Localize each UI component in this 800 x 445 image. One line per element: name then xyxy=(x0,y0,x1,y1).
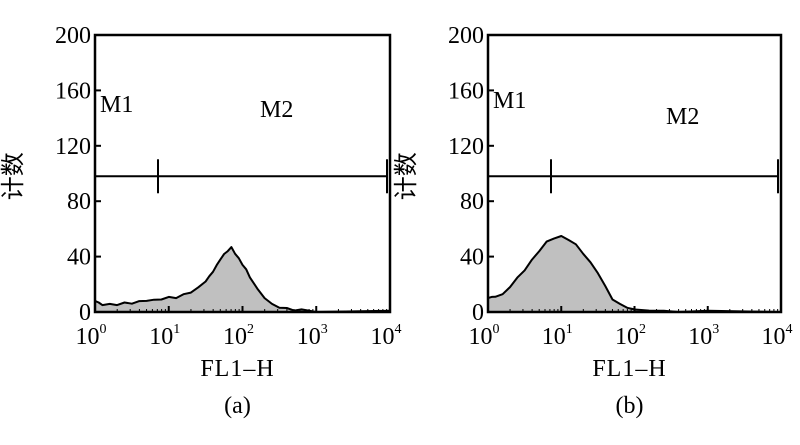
x-tick-base: 10 xyxy=(688,324,712,350)
y-tick-label: 120 xyxy=(448,134,484,160)
y-tick-label: 160 xyxy=(55,78,91,104)
y-tick-label: 120 xyxy=(55,134,91,160)
y-tick-label: 0 xyxy=(472,300,484,326)
x-tick-exponent: 4 xyxy=(395,322,402,337)
x-tick-base: 10 xyxy=(542,324,566,350)
x-tick-label: 102 xyxy=(223,322,254,350)
x-tick-exponent: 1 xyxy=(566,322,573,337)
x-tick-base: 10 xyxy=(149,324,173,350)
panel-caption: (a) xyxy=(224,393,251,419)
x-tick-exponent: 4 xyxy=(786,322,793,337)
x-tick-exponent: 3 xyxy=(321,322,328,337)
x-axis-title: FL1–H xyxy=(200,356,274,382)
x-tick-label: 101 xyxy=(542,322,573,350)
marker-label-m2: M2 xyxy=(666,104,699,130)
y-tick-label: 200 xyxy=(448,23,484,49)
x-tick-label: 103 xyxy=(297,322,328,350)
y-tick-label: 80 xyxy=(460,189,484,215)
x-tick-base: 10 xyxy=(469,324,493,350)
y-tick-label: 0 xyxy=(79,300,91,326)
x-tick-exponent: 2 xyxy=(639,322,646,337)
x-tick-exponent: 2 xyxy=(247,322,254,337)
x-tick-base: 10 xyxy=(76,324,100,350)
y-tick-label: 160 xyxy=(448,78,484,104)
x-tick-label: 103 xyxy=(688,322,719,350)
x-axis-title: FL1–H xyxy=(592,356,666,382)
x-tick-label: 102 xyxy=(615,322,646,350)
y-tick-label: 40 xyxy=(460,245,484,271)
x-tick-base: 10 xyxy=(762,324,786,350)
histogram-area xyxy=(94,246,391,313)
y-tick-label: 200 xyxy=(55,23,91,49)
x-tick-exponent: 3 xyxy=(712,322,719,337)
x-tick-label: 104 xyxy=(371,322,402,350)
y-axis-title: 计数 xyxy=(393,152,420,200)
x-tick-exponent: 0 xyxy=(493,322,500,337)
y-tick-label: 80 xyxy=(67,189,91,215)
x-tick-label: 101 xyxy=(149,322,180,350)
marker-label-m1: M1 xyxy=(100,92,133,118)
y-axis-title: 计数 xyxy=(0,152,27,200)
x-tick-base: 10 xyxy=(615,324,639,350)
x-tick-base: 10 xyxy=(223,324,247,350)
marker-label-m1: M1 xyxy=(493,88,526,114)
x-tick-base: 10 xyxy=(297,324,321,350)
panel-caption: (b) xyxy=(616,393,644,419)
x-tick-exponent: 0 xyxy=(100,322,107,337)
histogram-area xyxy=(487,235,782,313)
marker-label-m2: M2 xyxy=(260,97,293,123)
x-tick-label: 100 xyxy=(469,322,500,350)
x-tick-exponent: 1 xyxy=(173,322,180,337)
x-tick-label: 100 xyxy=(76,322,107,350)
y-tick-label: 40 xyxy=(67,245,91,271)
x-tick-base: 10 xyxy=(371,324,395,350)
x-tick-label: 104 xyxy=(762,322,793,350)
